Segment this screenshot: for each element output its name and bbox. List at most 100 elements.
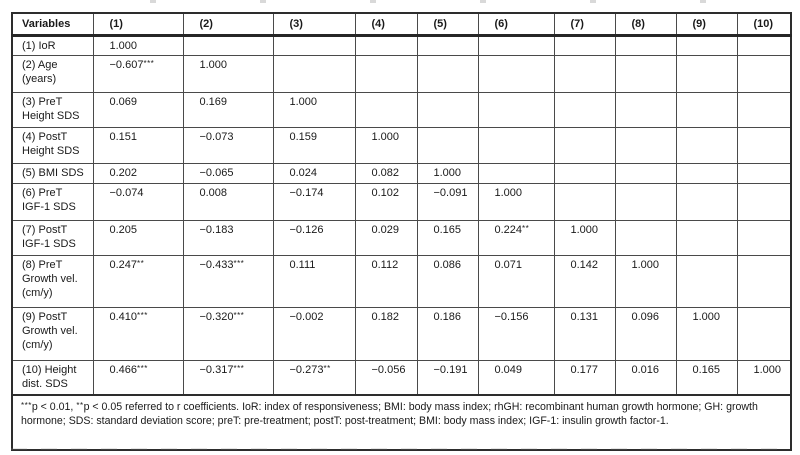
row-label: (1) IoR: [11, 35, 94, 56]
significance-stars: ***: [143, 59, 155, 68]
value-cell: 0.029: [354, 220, 418, 256]
empty-cell: [477, 35, 555, 56]
significance-stars: **: [137, 259, 145, 268]
significance-stars: ***: [233, 259, 245, 268]
table-footnote: ***p < 0.01, **p < 0.05 referred to r co…: [11, 393, 792, 450]
value-cell: 0.165: [416, 220, 479, 256]
row-label: (7) PostT IGF-1 SDS: [11, 220, 94, 256]
empty-cell: [553, 183, 616, 221]
empty-cell: [736, 92, 792, 128]
value-cell: −0.065: [182, 163, 274, 184]
row-label: (4) PostT Height SDS: [11, 127, 94, 164]
empty-cell: [553, 35, 616, 56]
value-cell: 0.008: [182, 183, 274, 221]
significance-stars: ***: [21, 400, 32, 410]
empty-cell: [553, 92, 616, 128]
value-cell: 1.000: [354, 127, 418, 164]
empty-cell: [736, 220, 792, 256]
value-cell: 0.177: [553, 360, 616, 395]
empty-cell: [736, 183, 792, 221]
value-cell: −0.073: [182, 127, 274, 164]
empty-cell: [736, 127, 792, 164]
cropped-text-artifact-bottom: [11, 448, 790, 450]
empty-cell: [736, 35, 792, 56]
column-header: (3): [272, 12, 356, 37]
value-cell: 0.142: [553, 255, 616, 308]
value-cell: 0.205: [92, 220, 184, 256]
value-cell: 1.000: [675, 307, 738, 361]
column-header: (9): [675, 12, 738, 37]
header-row: Variables (1) (2) (3) (4) (5) (6) (7) (8) (9) (10): [11, 12, 792, 37]
value-cell: −0.156: [477, 307, 555, 361]
value-cell: 0.159: [272, 127, 356, 164]
value-cell: −0.191: [416, 360, 479, 395]
value-cell: −0.174: [272, 183, 356, 221]
empty-cell: [477, 55, 555, 93]
empty-cell: [736, 55, 792, 93]
value-cell: 0.466***: [92, 360, 184, 395]
value-cell: 0.049: [477, 360, 555, 395]
value-cell: 1.000: [477, 183, 555, 221]
row-label: (5) BMI SDS: [11, 163, 94, 184]
table-row: (7) PostT IGF-1 SDS 0.205 −0.183 −0.126 0.02…: [11, 220, 792, 256]
empty-cell: [614, 127, 677, 164]
value-cell: 0.182: [354, 307, 418, 361]
value-cell: 1.000: [416, 163, 479, 184]
value-cell: 0.224**: [477, 220, 555, 256]
column-header: (1): [92, 12, 184, 37]
empty-cell: [416, 127, 479, 164]
value-cell: 1.000: [182, 55, 274, 93]
empty-cell: [182, 35, 274, 56]
empty-cell: [675, 127, 738, 164]
table-row: (3) PreT Height SDS 0.069 0.169 1.000: [11, 92, 792, 128]
column-header: (6): [477, 12, 555, 37]
empty-cell: [416, 55, 479, 93]
value-cell: 0.165: [675, 360, 738, 395]
table-row: (10) Height dist. SDS 0.466*** −0.317*** −0…: [11, 360, 792, 395]
empty-cell: [354, 55, 418, 93]
cropped-text-artifact-top: [150, 0, 780, 3]
row-label: (2) Age (years): [11, 55, 94, 93]
value-cell: −0.002: [272, 307, 356, 361]
empty-cell: [416, 92, 479, 128]
value-cell: −0.317***: [182, 360, 274, 395]
significance-stars: ***: [137, 364, 148, 373]
value-cell: 0.169: [182, 92, 274, 128]
row-label: (9) PostT Growth vel. (cm/y): [11, 307, 94, 361]
row-label: (8) PreT Growth vel. (cm/y): [11, 255, 94, 308]
row-label: (6) PreT IGF-1 SDS: [11, 183, 94, 221]
empty-cell: [416, 35, 479, 56]
value-cell: 1.000: [553, 220, 616, 256]
value-cell: −0.056: [354, 360, 418, 395]
value-cell: 0.071: [477, 255, 555, 308]
variables-column-header: Variables: [11, 12, 94, 37]
column-header: (5): [416, 12, 479, 37]
table-row: (9) PostT Growth vel. (cm/y) 0.410*** −0.3…: [11, 307, 792, 361]
value-cell: 0.151: [92, 127, 184, 164]
row-label: (10) Height dist. SDS: [11, 360, 94, 395]
value-cell: 0.111: [272, 255, 356, 308]
value-cell: 0.131: [553, 307, 616, 361]
empty-cell: [553, 127, 616, 164]
value-cell: −0.433***: [182, 255, 274, 308]
value-cell: 1.000: [272, 92, 356, 128]
row-label: (3) PreT Height SDS: [11, 92, 94, 128]
significance-stars: ***: [233, 311, 245, 320]
value-cell: 1.000: [736, 360, 792, 395]
value-cell: 0.202: [92, 163, 184, 184]
empty-cell: [675, 92, 738, 128]
empty-cell: [614, 35, 677, 56]
table-row: (4) PostT Height SDS 0.151 −0.073 0.159 1.00…: [11, 127, 792, 164]
value-cell: 0.069: [92, 92, 184, 128]
empty-cell: [675, 35, 738, 56]
column-header: (4): [354, 12, 418, 37]
value-cell: −0.183: [182, 220, 274, 256]
empty-cell: [675, 255, 738, 308]
value-cell: 0.096: [614, 307, 677, 361]
value-cell: 0.247**: [92, 255, 184, 308]
column-header: (2): [182, 12, 274, 37]
value-cell: 0.086: [416, 255, 479, 308]
table-body: (1) IoR 1.000 (2) Age (years) −0.607*** 1.00…: [11, 35, 792, 395]
empty-cell: [736, 255, 792, 308]
